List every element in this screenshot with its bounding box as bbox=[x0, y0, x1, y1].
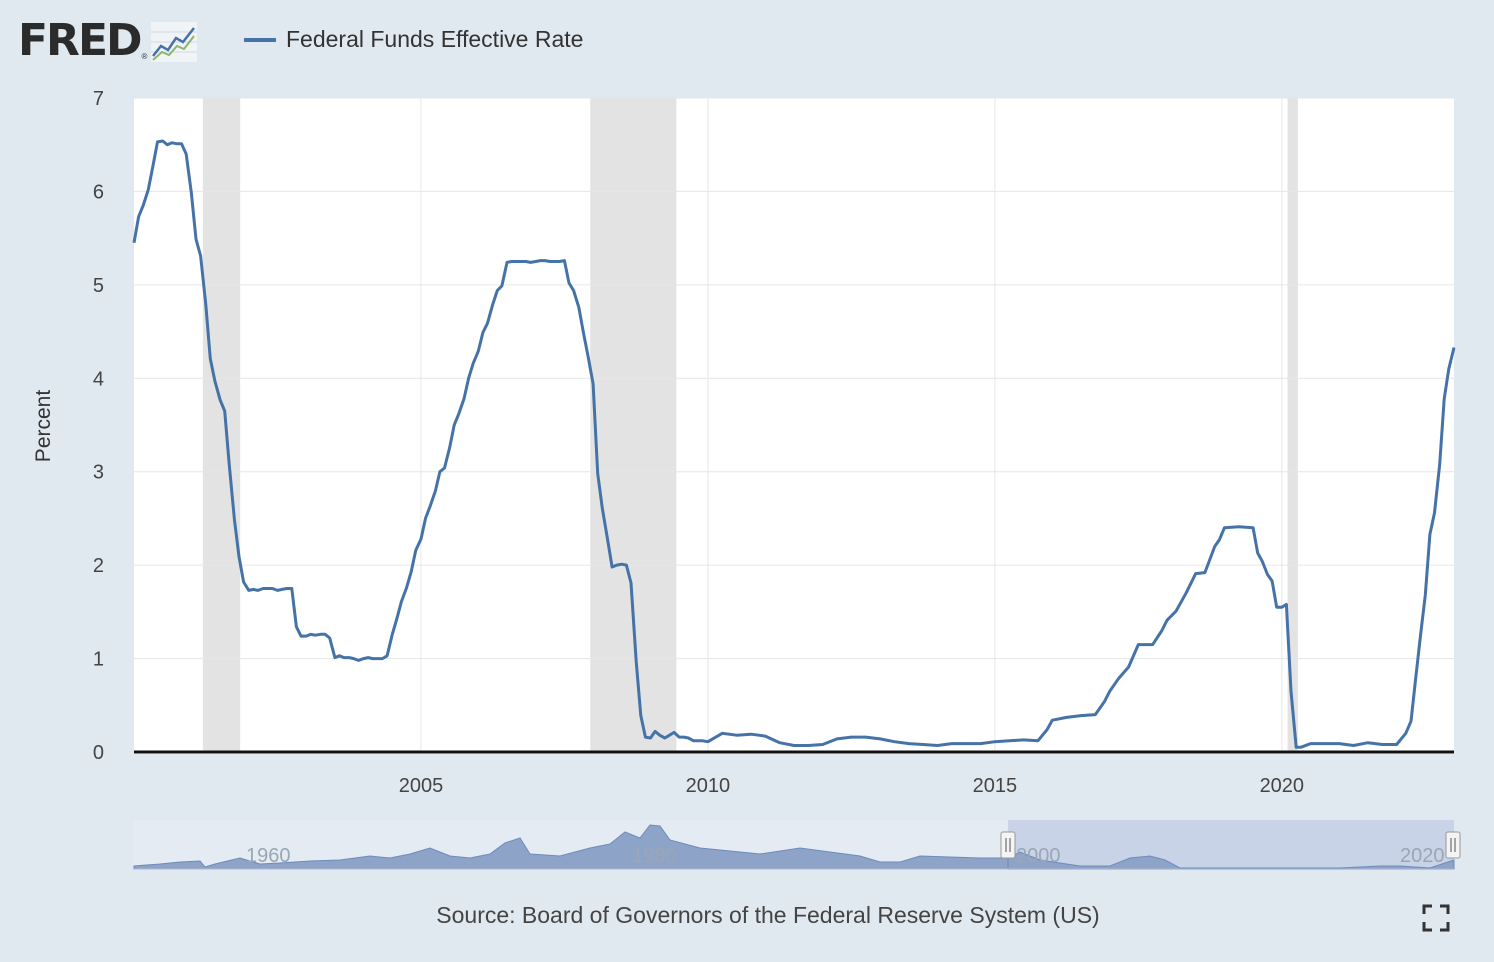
recession-bar-2 bbox=[1287, 98, 1298, 752]
navigator-label-1960: 1960 bbox=[246, 845, 291, 867]
navigator-selected-range[interactable] bbox=[1008, 820, 1454, 870]
y-tick-label-3: 3 bbox=[93, 462, 104, 484]
y-tick-label-5: 5 bbox=[93, 275, 104, 297]
logo-text: FRED bbox=[18, 15, 143, 66]
y-axis-ticks: 0 1 2 3 4 5 6 7 bbox=[93, 88, 104, 764]
x-tick-label-2020: 2020 bbox=[1260, 775, 1305, 797]
x-axis-ticks: 2005 2010 2015 2020 bbox=[399, 775, 1304, 797]
y-tick-label-2: 2 bbox=[93, 555, 104, 577]
range-navigator[interactable]: 1960 1980 2000 2020 bbox=[133, 820, 1461, 870]
navigator-left-handle[interactable] bbox=[1000, 831, 1016, 859]
navigator-label-2020: 2020 bbox=[1400, 845, 1445, 867]
fullscreen-icon[interactable] bbox=[1422, 904, 1450, 932]
recession-bar-1 bbox=[590, 98, 677, 752]
y-tick-label-1: 1 bbox=[93, 649, 104, 671]
navigator-label-2000: 2000 bbox=[1016, 845, 1061, 867]
fred-logo[interactable]: FRED ® bbox=[18, 15, 198, 66]
y-tick-label-4: 4 bbox=[93, 368, 104, 390]
y-tick-label-6: 6 bbox=[93, 181, 104, 203]
recession-bar-0 bbox=[202, 98, 241, 752]
legend-label: Federal Funds Effective Rate bbox=[286, 26, 584, 52]
navigator-label-1980: 1980 bbox=[632, 845, 677, 867]
gridlines bbox=[134, 97, 1454, 752]
plot-background bbox=[134, 98, 1454, 754]
navigator-right-handle[interactable] bbox=[1445, 831, 1461, 859]
x-tick-label-2015: 2015 bbox=[973, 775, 1018, 797]
navigator-selected-area bbox=[1007, 851, 1455, 870]
x-tick-label-2010: 2010 bbox=[686, 775, 731, 797]
navigator-history-area bbox=[133, 824, 1009, 870]
logo-chart-icon bbox=[151, 22, 198, 62]
legend-swatch bbox=[244, 37, 276, 42]
x-tick-label-2005: 2005 bbox=[399, 775, 444, 797]
y-tick-label-7: 7 bbox=[93, 88, 104, 110]
y-axis-label: Percent bbox=[32, 390, 55, 463]
recession-shading bbox=[202, 98, 1298, 752]
logo-registered-mark: ® bbox=[141, 52, 148, 61]
series-line-fed-funds-rate[interactable] bbox=[132, 139, 1456, 749]
source-note: Source: Board of Governors of the Federa… bbox=[436, 902, 1100, 928]
y-tick-label-0: 0 bbox=[93, 742, 104, 764]
chart-legend: Federal Funds Effective Rate bbox=[244, 26, 583, 53]
